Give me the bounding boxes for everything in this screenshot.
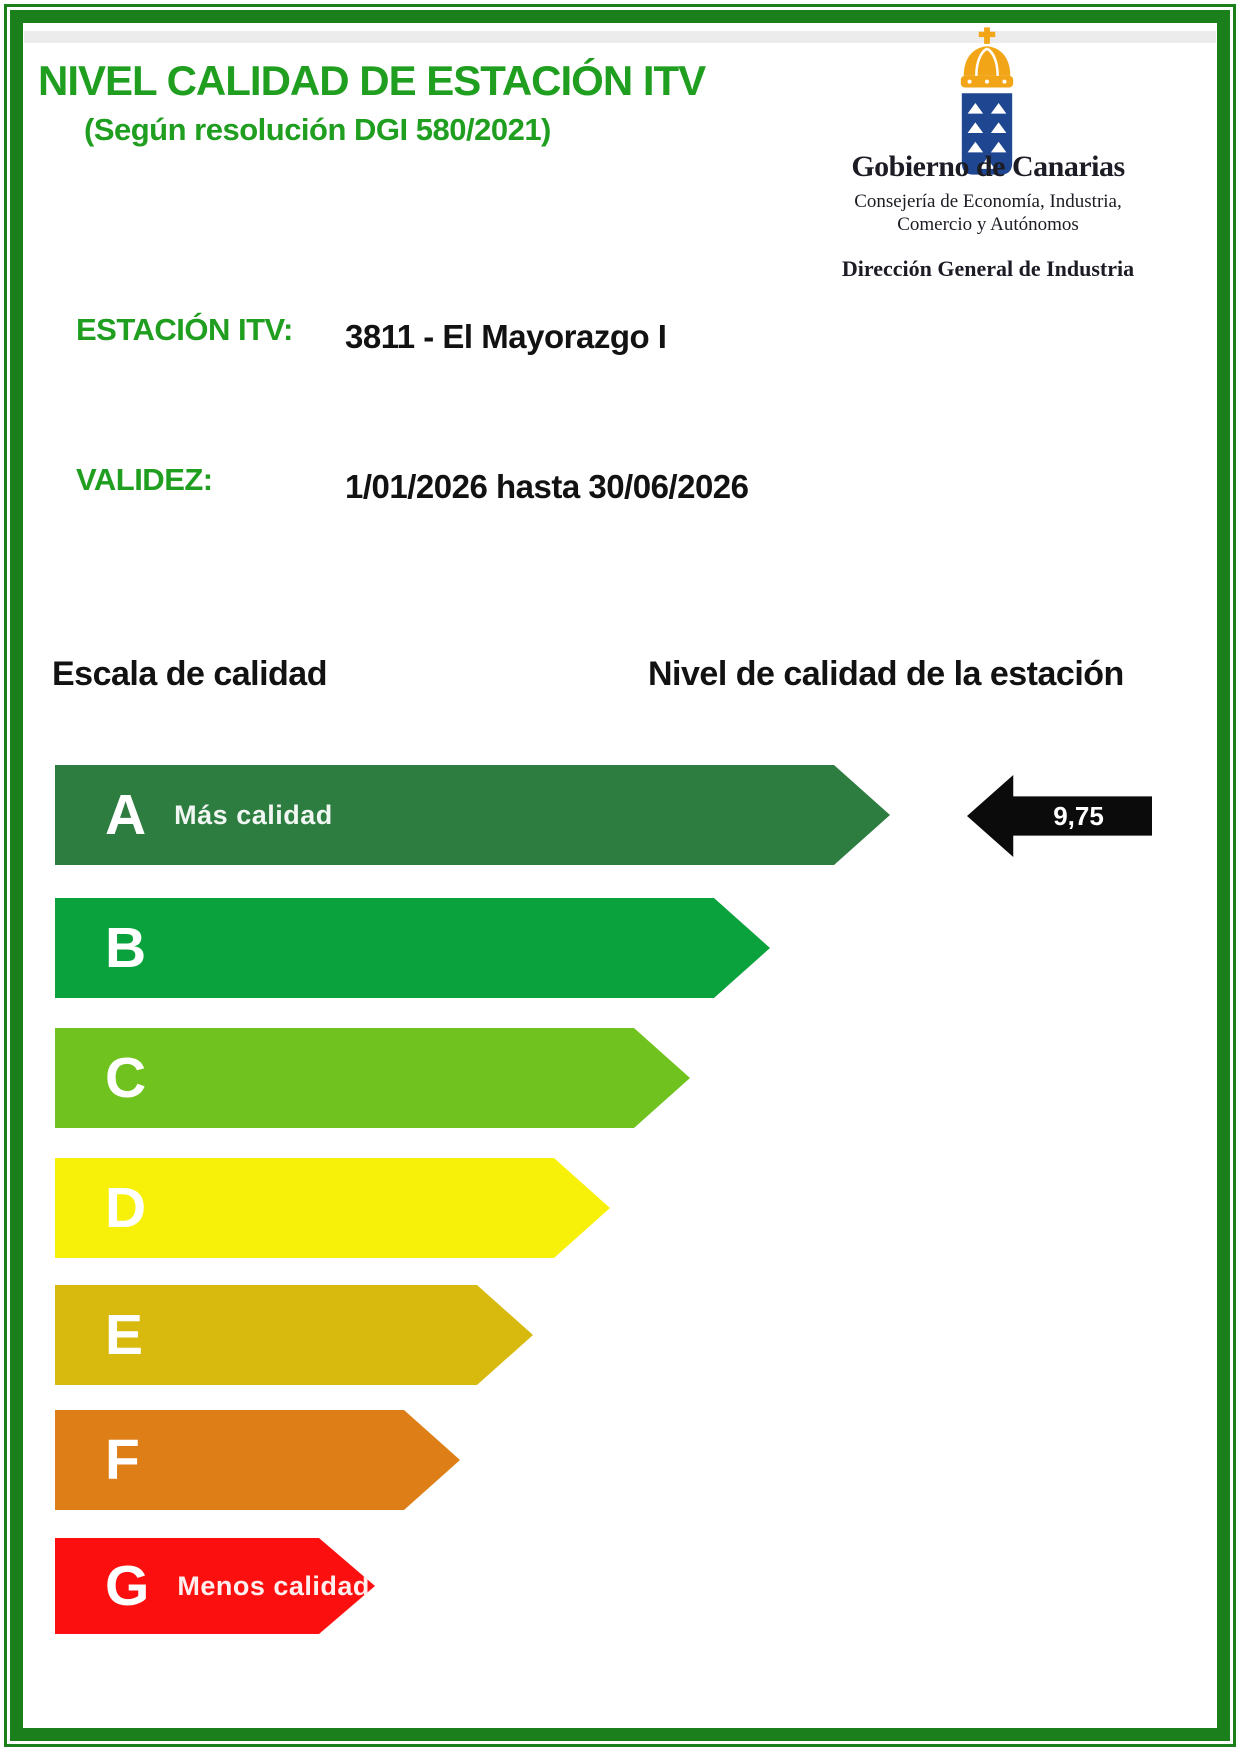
- canary-islands-coat-of-arms-icon: [956, 27, 1018, 180]
- rating-value: 9,75: [1053, 800, 1104, 831]
- grade-letter: A: [105, 782, 147, 847]
- scale-heading-right: Nivel de calidad de la estación: [648, 655, 1124, 693]
- grade-bar-c: C: [55, 1028, 690, 1128]
- grade-letter: G: [105, 1553, 150, 1618]
- grade-letter: B: [105, 915, 147, 980]
- rating-arrow: 9,75: [967, 775, 1152, 857]
- government-directorate: Dirección General de Industria: [841, 256, 1135, 281]
- grade-bar-f: F: [55, 1410, 460, 1510]
- government-department-line1: Consejería de Economía, Industria,: [854, 191, 1122, 212]
- top-gray-strip: [24, 31, 1216, 43]
- grade-letter: C: [105, 1045, 147, 1110]
- government-block: Gobierno de Canarias Consejería de Econo…: [788, 150, 1188, 282]
- validity-label: VALIDEZ:: [76, 462, 213, 497]
- government-name: Gobierno de Canarias: [851, 150, 1125, 183]
- grade-bar-g: G Menos calidad: [55, 1538, 375, 1634]
- station-value: 3811 - El Mayorazgo I: [345, 318, 667, 355]
- page-title: NIVEL CALIDAD DE ESTACIÓN ITV: [38, 57, 706, 104]
- scale-heading-left: Escala de calidad: [52, 655, 328, 693]
- grade-letter: D: [105, 1175, 147, 1240]
- grade-note: Menos calidad: [177, 1570, 370, 1601]
- grade-letter: E: [105, 1302, 144, 1367]
- grade-letter: F: [105, 1427, 140, 1492]
- page-subtitle: (Según resolución DGI 580/2021): [84, 112, 551, 147]
- grade-note: Más calidad: [174, 799, 333, 830]
- government-department-line2: Comercio y Autónomos: [897, 214, 1079, 235]
- station-label: ESTACIÓN ITV:: [76, 312, 293, 347]
- grade-bar-a: A Más calidad: [55, 765, 890, 865]
- grade-bar-d: D: [55, 1158, 610, 1258]
- grade-bar-e: E: [55, 1285, 533, 1385]
- validity-value: 1/01/2026 hasta 30/06/2026: [345, 468, 749, 505]
- grade-bar-b: B: [55, 898, 770, 998]
